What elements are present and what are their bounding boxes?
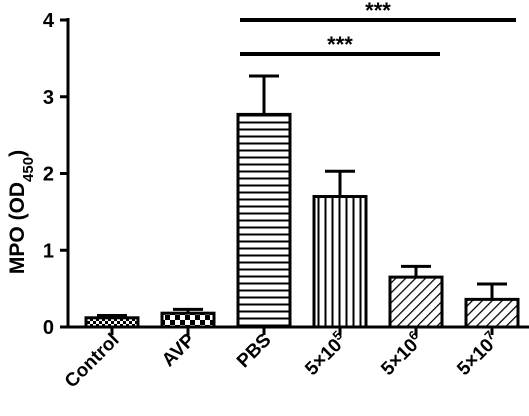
significance-group: *** ***: [240, 0, 516, 57]
y-tick-label: 3: [43, 87, 54, 109]
bar: [464, 297, 520, 329]
x-tick-label: 5×107: [451, 327, 504, 380]
y-axis: 0 1 2 3 4: [43, 10, 70, 339]
bar: [236, 112, 292, 329]
y-axis-label: MPO (OD450): [6, 150, 37, 274]
error-bars-group: [97, 74, 507, 318]
y-tick-label: 0: [43, 317, 54, 339]
y-tick-label: 4: [43, 10, 55, 32]
x-tick-label: PBS: [233, 330, 275, 372]
x-tick-label: Control: [61, 330, 124, 393]
significance-label: ***: [327, 32, 353, 57]
x-tick-label: AVP: [158, 329, 200, 371]
y-tick-label: 1: [43, 240, 54, 262]
y-tick-label: 2: [43, 164, 54, 186]
significance-label: ***: [365, 0, 391, 23]
bar: [312, 195, 368, 329]
bar: [160, 311, 216, 329]
x-axis: Control AVP PBS 5×105 5×106 5×107: [61, 325, 529, 393]
x-tick-label: 5×105: [299, 327, 352, 380]
bar: [388, 275, 444, 329]
x-tick-label: 5×106: [375, 327, 428, 380]
bars-group: [84, 112, 520, 329]
